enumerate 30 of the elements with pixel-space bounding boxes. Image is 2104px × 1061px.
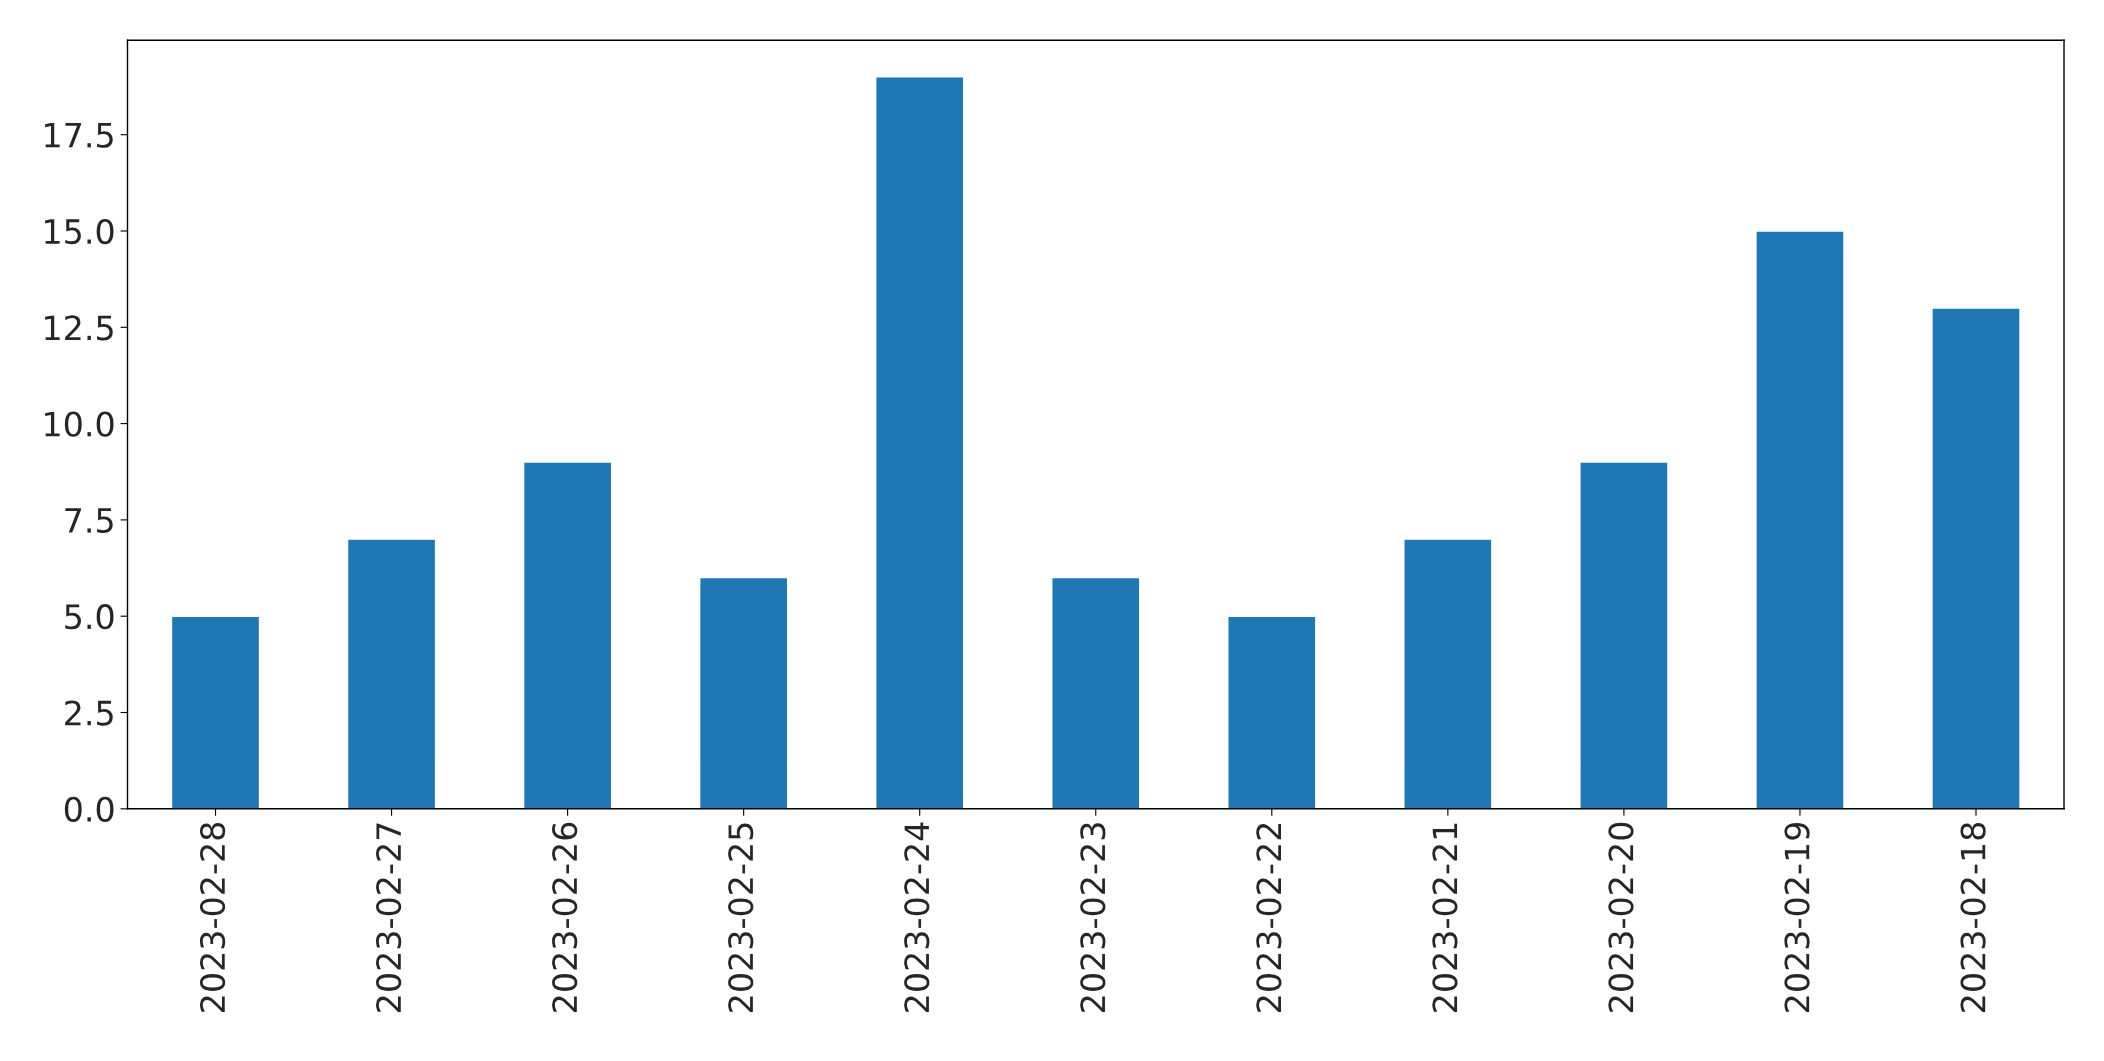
x-tick-label: 2023-02-27 (376, 823, 402, 1012)
x-tick-label: 2023-02-18 (1960, 822, 1986, 1012)
bar (346, 538, 437, 809)
bar (1227, 615, 1317, 809)
bar (1051, 576, 1141, 809)
y-tick-label: 2.5 (65, 700, 113, 726)
y-tick-label: 12.5 (45, 315, 113, 341)
x-tick-label: 2023-02-25 (728, 823, 754, 1012)
y-tick-label: 5.0 (65, 604, 114, 630)
x-tick-label: 2023-02-20 (1608, 822, 1634, 1012)
x-tick-label: 2023-02-24 (904, 822, 930, 1012)
y-tick-label: 10.0 (45, 411, 114, 437)
bar (1579, 461, 1669, 809)
y-tick-label: 15.0 (45, 218, 114, 245)
bar (170, 615, 261, 809)
x-tick-label: 2023-02-28 (199, 822, 226, 1012)
bar (698, 576, 789, 809)
bar (522, 461, 613, 809)
bar (1931, 307, 2021, 809)
x-tick-label: 2023-02-21 (1432, 823, 1458, 1012)
y-tick-label: 0.0 (64, 796, 114, 822)
x-tick-label: 2023-02-23 (1080, 823, 1106, 1012)
x-tick-label: 2023-02-19 (1784, 822, 1810, 1012)
y-tick-label: 17.5 (45, 123, 113, 148)
bar (875, 76, 965, 809)
bar (1403, 538, 1493, 809)
x-tick-label: 2023-02-26 (552, 822, 578, 1012)
bar (1755, 230, 1845, 809)
y-tick-label: 7.5 (65, 508, 113, 534)
x-tick-label: 2023-02-22 (1256, 823, 1282, 1012)
